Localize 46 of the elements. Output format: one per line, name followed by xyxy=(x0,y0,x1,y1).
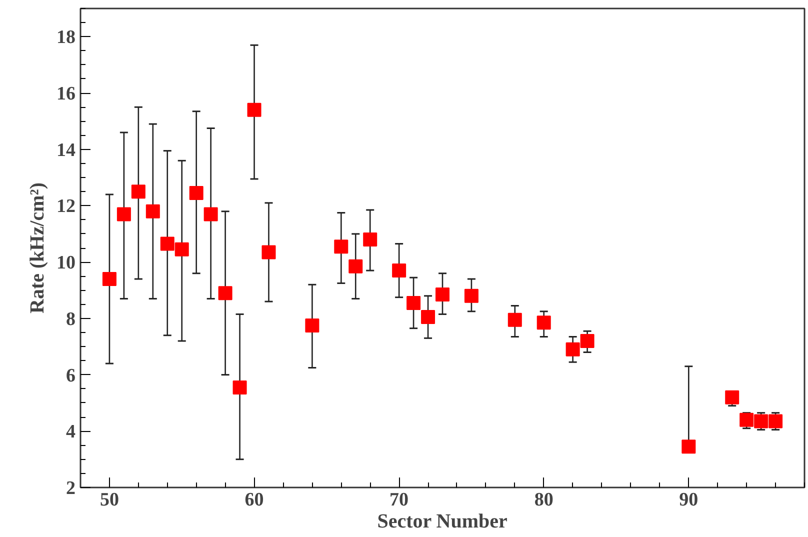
y-tick-label: 16 xyxy=(56,84,76,105)
point xyxy=(305,318,320,332)
point xyxy=(406,296,421,310)
y-axis-title: Rate (kHz/cm²) xyxy=(26,182,48,314)
point xyxy=(436,287,450,302)
point xyxy=(740,412,754,427)
y-tick-label: 12 xyxy=(56,196,76,218)
point xyxy=(218,286,232,300)
y-tick-label: 6 xyxy=(66,365,76,386)
y-tick-label: 18 xyxy=(56,27,76,48)
point xyxy=(262,245,276,260)
point xyxy=(189,186,204,200)
point xyxy=(754,414,768,428)
point xyxy=(363,232,378,247)
point xyxy=(334,240,348,254)
point xyxy=(421,310,436,324)
point xyxy=(204,207,218,222)
y-tick-label: 8 xyxy=(66,308,76,330)
point xyxy=(146,204,160,218)
point xyxy=(102,272,116,286)
point xyxy=(508,312,522,327)
point xyxy=(247,102,262,117)
y-tick-label: 10 xyxy=(56,252,76,274)
point xyxy=(536,316,551,330)
point xyxy=(682,440,696,454)
x-tick-label: 70 xyxy=(390,490,409,510)
x-tick-label: 80 xyxy=(534,490,554,510)
point xyxy=(464,288,478,303)
point xyxy=(725,390,740,404)
x-tick-label: 50 xyxy=(100,490,119,510)
point xyxy=(160,236,174,251)
point xyxy=(768,414,783,428)
x-tick-label: 90 xyxy=(679,490,698,510)
y-tick-label: 14 xyxy=(56,140,76,161)
point xyxy=(131,184,146,199)
point xyxy=(580,334,594,348)
point xyxy=(392,264,406,278)
y-tick-label: 4 xyxy=(66,422,76,443)
point xyxy=(116,207,131,222)
point xyxy=(566,342,580,356)
point xyxy=(348,259,363,274)
y-tick-label: 2 xyxy=(66,478,76,499)
point xyxy=(174,242,189,256)
point xyxy=(232,380,247,394)
x-axis-title: Sector Number xyxy=(377,510,508,532)
x-tick-label: 60 xyxy=(244,490,264,510)
